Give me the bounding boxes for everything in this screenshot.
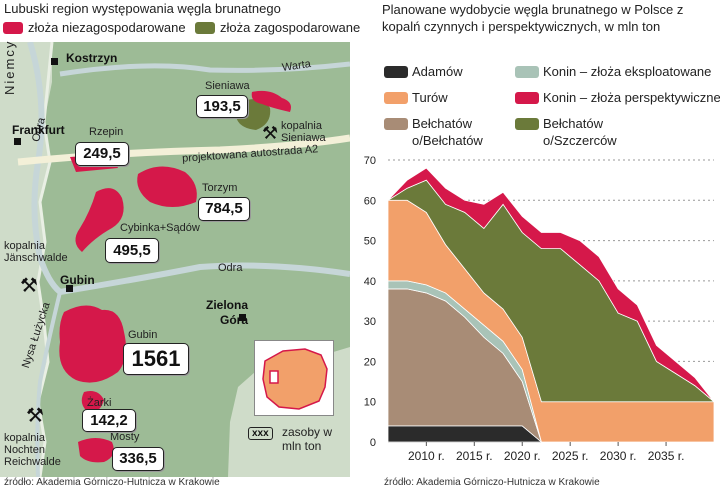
legend-label-adamow: Adamów (412, 64, 463, 79)
deposit-mosty (78, 438, 114, 463)
deposit-cybinka (75, 188, 124, 252)
town-label-frankfurt: Frankfurt (12, 123, 65, 137)
country-label: Niemcy (2, 39, 17, 95)
deposit-value-cybinka: 495,5 (105, 238, 159, 263)
town-marker-kostrzyn (51, 58, 58, 65)
x-tick-label: 2010 r. (408, 449, 445, 463)
deposit-name-torzym: Torzym (202, 182, 238, 194)
deposit-name-cybinka: Cybinka+Sądów (120, 222, 200, 234)
y-tick-label: 40 (364, 276, 376, 288)
y-tick-label: 60 (364, 195, 376, 207)
deposit-name-sieniawa: Sieniawa (205, 80, 250, 92)
y-tick-label: 10 (364, 397, 376, 409)
key-value-box: xxx (248, 427, 273, 440)
map-source: źródło: Akademia Górniczo-Hutnicza w Kra… (4, 477, 220, 488)
town-label-kostrzyn: Kostrzyn (66, 51, 118, 65)
deposit-name-mosty: Mosty (110, 431, 140, 443)
river-odra (27, 42, 350, 296)
mine-label-sieniawa: kopalnia Sieniawa (281, 120, 326, 144)
legend-swatch-konin-exploited (515, 66, 539, 78)
legend-swatch-adamow (384, 66, 408, 78)
legend-label-undeveloped: złoża niezagospodarowane (28, 20, 186, 35)
legend-swatch-konin-perspective (515, 92, 539, 104)
mine-label-janschwalde: kopalnia Jänschwalde (4, 240, 68, 264)
deposit-sieniawa (251, 90, 291, 112)
y-tick-label: 50 (364, 236, 376, 248)
legend-swatch-undeveloped (3, 22, 23, 34)
town-marker-frankfurt (14, 138, 21, 145)
river-nysa (35, 291, 62, 477)
legend-swatch-turow (384, 92, 408, 104)
legend-label-developed: złoża zagospodarowane (220, 20, 361, 35)
x-tick-label: 2025 r. (552, 449, 589, 463)
mine-label-nochten: kopalnia Nochten Reichwalde (4, 432, 61, 468)
x-tick-label: 2020 r. (504, 449, 541, 463)
x-tick-label: 2030 r. (600, 449, 637, 463)
deposit-name-zarki: Żarki (87, 397, 112, 409)
mine-icon-nochten: ⚒ (26, 403, 44, 427)
svg-text:⚒: ⚒ (20, 273, 38, 297)
deposit-value-torzym: 784,5 (198, 197, 250, 221)
river-warta (59, 61, 350, 77)
poland-outline-icon (262, 348, 328, 410)
chart-source: źródło: Akademia Górniczo-Hutnicza w Kra… (384, 477, 600, 488)
legend-label-belchatow: Bełchatów o/Bełchatów (412, 116, 483, 148)
river-label-odra-south: Odra (218, 262, 243, 274)
deposit-value-zarki: 142,2 (82, 409, 136, 432)
legend-label-turow: Turów (412, 90, 448, 105)
deposit-name-gubin: Gubin (128, 329, 158, 341)
svg-text:⚒: ⚒ (262, 123, 278, 144)
deposit-value-gubin: 1561 (123, 343, 189, 375)
legend-label-szczercow: Bełchatów o/Szczerców (543, 116, 617, 148)
legend-swatch-developed (195, 22, 215, 34)
deposit-zarki (81, 391, 104, 413)
mine-icon-sieniawa: ⚒ (262, 123, 278, 144)
chart-title: Planowane wydobycie węgla brunatnego w P… (382, 2, 684, 34)
deposit-value-sieniawa: 193,5 (196, 95, 248, 118)
town-marker-gubin (66, 285, 73, 292)
svg-text:⚒: ⚒ (26, 403, 44, 427)
legend-label-konin-perspective: Konin – złoża perspektywiczne (543, 90, 720, 105)
x-tick-label: 2035 r. (648, 449, 685, 463)
legend-label-konin-exploited: Konin – złoża eksploatowane (543, 64, 712, 79)
town-label-gubin: Gubin (60, 273, 95, 287)
deposit-torzym (137, 166, 197, 207)
y-tick-label: 0 (370, 437, 376, 449)
key-text: zasoby w mln ton (282, 425, 333, 453)
map-title: Lubuski region występowania węgla brunat… (4, 1, 281, 16)
y-tick-label: 70 (364, 155, 376, 167)
legend-swatch-szczercow (515, 118, 539, 130)
deposit-name-rzepin: Rzepin (89, 126, 124, 138)
deposit-gubin (59, 305, 126, 383)
y-tick-label: 30 (364, 316, 376, 328)
inset-map (254, 340, 334, 416)
town-label-zielona-gora: Zielona Góra (205, 298, 248, 327)
town-marker-zielona-gora (239, 314, 246, 321)
deposit-value-rzepin: 249,5 (75, 142, 129, 166)
area-chart: 0 10 20 30 40 50 60 70 2010 r. 2015 r. 2020 r. 2025… (364, 155, 716, 463)
area-series-5 (387, 167, 715, 403)
x-tick-label: 2015 r. (456, 449, 493, 463)
deposit-value-mosty: 336,5 (112, 447, 164, 471)
mine-icon-janschwalde: ⚒ (20, 273, 38, 297)
border-line (36, 42, 54, 477)
y-tick-label: 20 (364, 356, 376, 368)
legend-swatch-belchatow (384, 118, 408, 130)
